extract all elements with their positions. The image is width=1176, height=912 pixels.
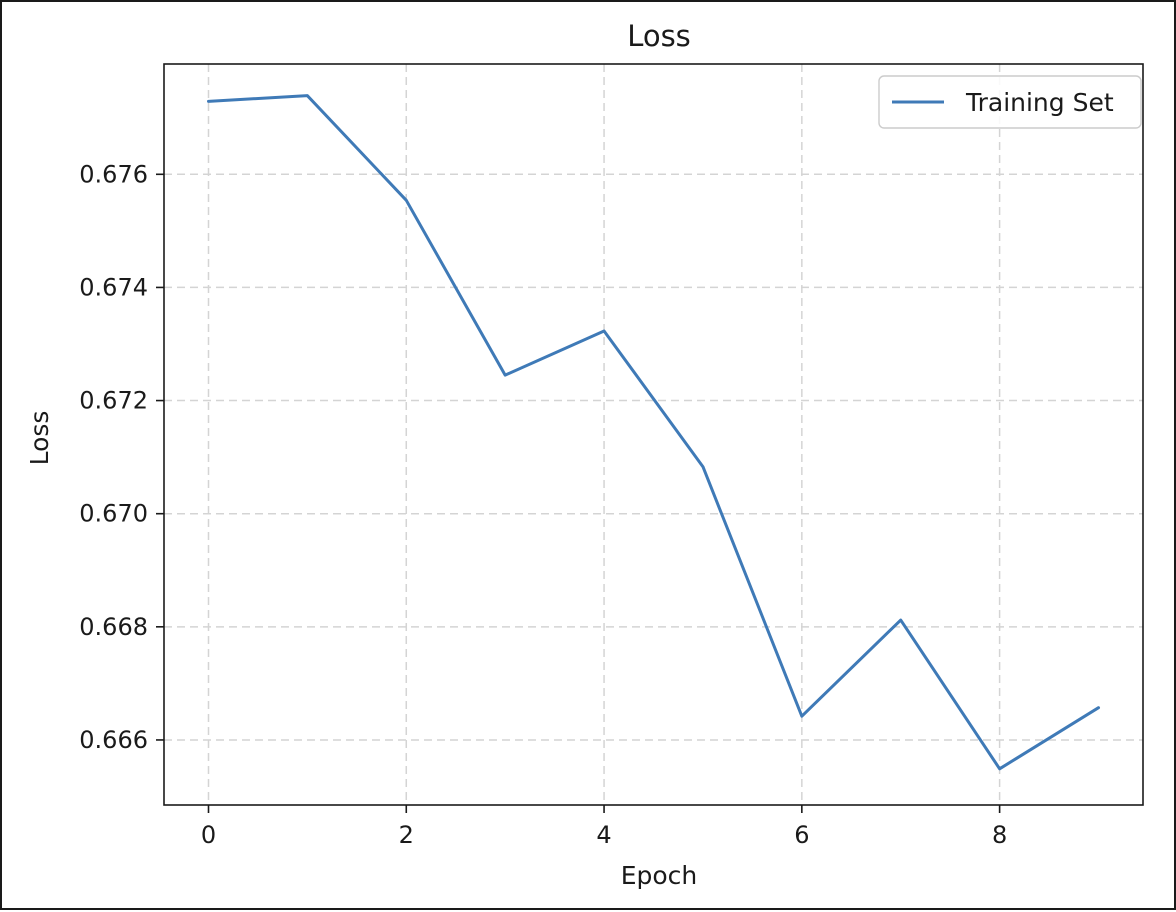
x-tick-label: 2 bbox=[399, 821, 414, 849]
y-tick-label: 0.672 bbox=[79, 387, 148, 415]
x-axis-label: Epoch bbox=[621, 861, 698, 890]
series-line-training-set bbox=[207, 94, 1100, 771]
y-tick-label: 0.674 bbox=[79, 273, 148, 301]
x-tick-label: 6 bbox=[794, 821, 809, 849]
legend-label: Training Set bbox=[965, 88, 1114, 117]
x-tick-label: 0 bbox=[201, 821, 216, 849]
chart-title: Loss bbox=[627, 19, 691, 53]
y-tick-label: 0.666 bbox=[79, 726, 148, 754]
grid bbox=[164, 64, 1143, 805]
y-axis: 0.666 0.668 0.670 0.672 0.674 0.676 bbox=[79, 160, 164, 754]
legend: Training Set bbox=[878, 75, 1142, 129]
y-axis-label: Loss bbox=[25, 411, 54, 466]
plot-area bbox=[163, 63, 1144, 806]
legend-box bbox=[878, 75, 1142, 129]
x-tick-label: 4 bbox=[596, 821, 611, 849]
series-layer bbox=[207, 94, 1100, 771]
x-axis: 0 2 4 6 8 bbox=[201, 805, 1007, 849]
y-tick-label: 0.676 bbox=[79, 160, 148, 188]
x-tick-label: 8 bbox=[992, 821, 1007, 849]
y-tick-label: 0.668 bbox=[79, 613, 148, 641]
y-tick-label: 0.670 bbox=[79, 500, 148, 528]
